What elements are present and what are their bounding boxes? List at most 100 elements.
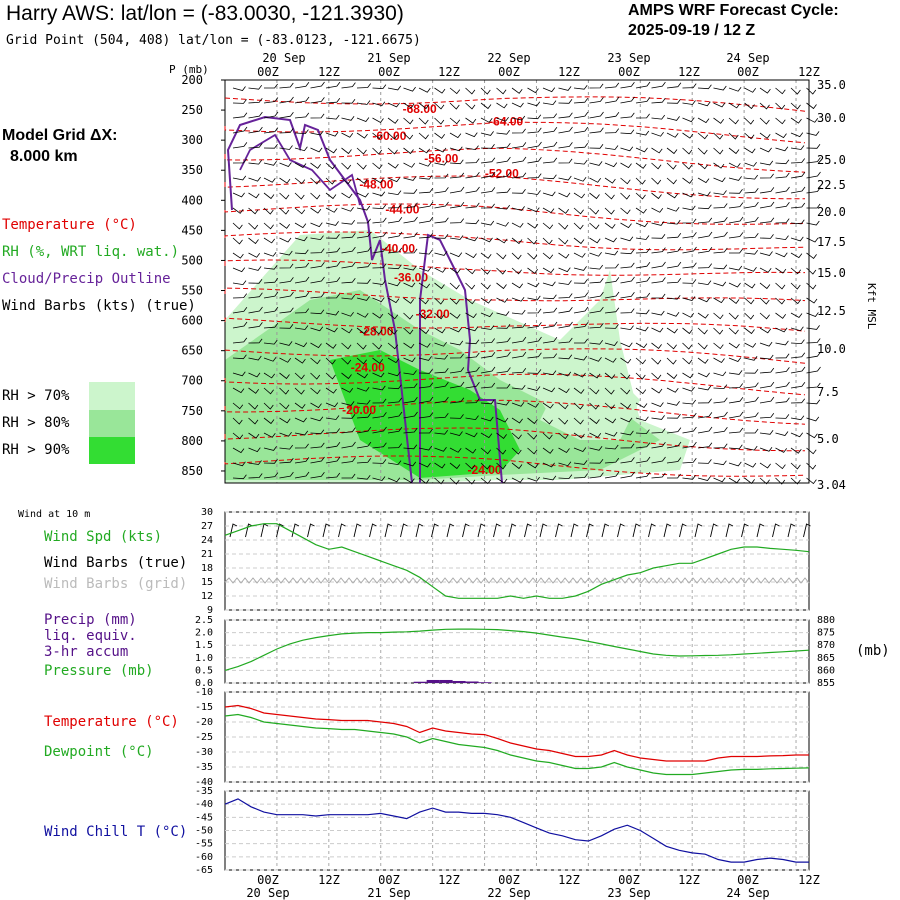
wind-barb <box>604 82 620 89</box>
wind-barb <box>682 399 697 405</box>
legend-precip: Precip (mm) <box>44 612 137 628</box>
wind-barb <box>604 96 620 104</box>
wind-barb <box>666 192 679 199</box>
wind-barb <box>635 261 651 269</box>
legend-rh90-label: RH > 90% <box>2 442 70 458</box>
wind-barb-10m <box>400 523 408 538</box>
wind-barb <box>666 116 680 121</box>
wind-barb <box>542 191 556 197</box>
wind-barb <box>542 87 556 93</box>
wind-barb <box>480 382 496 389</box>
wind-barb <box>573 387 585 394</box>
wind-barb <box>248 417 259 425</box>
wind-barb-10m <box>369 523 377 538</box>
wind-barb <box>263 192 275 200</box>
wind-barb <box>387 85 402 91</box>
wind-barb <box>310 342 322 349</box>
wind-barb <box>465 186 480 194</box>
wind-barb <box>511 447 522 455</box>
wind-barb <box>682 458 697 464</box>
wind-barb <box>418 216 434 224</box>
wind-barb-10m <box>415 523 424 538</box>
wind-barb <box>294 222 307 229</box>
wind-barb <box>387 312 399 320</box>
wind-barb <box>232 175 247 181</box>
wind-barb-10m <box>276 523 284 538</box>
wind-barb <box>387 231 403 239</box>
wind-barb <box>682 205 696 211</box>
wind-barb <box>697 412 713 419</box>
precip-bar <box>426 679 440 683</box>
wind-barb <box>558 222 569 230</box>
wind-barb <box>232 387 245 394</box>
wind-barb <box>372 263 387 269</box>
wind-barb <box>465 202 480 209</box>
wind-barb <box>341 82 356 89</box>
wind-barb <box>341 206 354 212</box>
wind-barb <box>682 475 696 480</box>
wind-barb <box>573 306 589 314</box>
wind-panel-ytick: 30 <box>201 507 213 518</box>
wind-barb <box>403 265 417 271</box>
wind-barb <box>403 86 416 92</box>
wind-barb-10m <box>648 523 656 538</box>
wind-barb <box>279 357 292 363</box>
wind-barb <box>372 246 387 254</box>
wind-barb <box>620 236 634 242</box>
wind-barb <box>465 352 480 359</box>
wind-barb <box>372 385 386 391</box>
wind-barb <box>589 458 604 464</box>
wind-barb <box>542 462 555 468</box>
wind-barb <box>604 128 620 134</box>
wind-barb <box>728 232 744 239</box>
wind-barb <box>418 412 434 419</box>
temp-panel-ytick: -25 <box>195 732 213 743</box>
temperature-contour <box>224 373 806 396</box>
wind-barbs-upper <box>232 81 821 485</box>
wind-barb <box>480 220 495 226</box>
wind-barb <box>372 231 387 239</box>
wind-barb <box>790 297 802 305</box>
chart-title: Harry AWS: lat/lon = (-83.0030, -121.393… <box>6 2 404 25</box>
wind-barb <box>325 327 338 333</box>
precip-panel-ytick: 2.5 <box>195 615 213 626</box>
wind-barb <box>604 341 618 346</box>
pressure-tick-label: 200 <box>181 73 203 87</box>
bottom-time-tick: 12Z <box>318 873 340 887</box>
bottom-date-label: 23 Sep <box>607 886 650 900</box>
wind-barb <box>480 117 493 123</box>
wind-barb <box>635 387 647 395</box>
wind-barb <box>387 342 399 350</box>
wind-barb <box>465 382 480 389</box>
wind-barb <box>387 477 401 483</box>
wind-barb <box>310 472 325 479</box>
wind-barb <box>263 264 278 270</box>
height-tick-label: 10.0 <box>817 342 846 356</box>
wind-barb <box>775 312 787 319</box>
wind-barb <box>728 86 742 92</box>
wind-barb <box>806 338 821 344</box>
wind-barb <box>744 462 757 468</box>
wind-barb <box>728 162 741 168</box>
wind-barb <box>604 177 616 184</box>
wind-barb <box>806 366 821 374</box>
wind-barb <box>434 187 449 194</box>
wind-barb <box>713 203 728 209</box>
wind-barb <box>651 114 666 120</box>
temperature-contour <box>224 96 806 112</box>
wind-barb <box>651 415 665 420</box>
wind-barb <box>496 129 511 135</box>
wind-barb <box>527 173 542 179</box>
top-date-label: 24 Sep <box>726 51 769 65</box>
wind-barb <box>806 382 821 389</box>
wind-barb <box>682 147 693 155</box>
top-time-tick: 00Z <box>618 65 640 79</box>
wind-barb <box>573 142 589 149</box>
wind-barb-10m <box>694 523 703 538</box>
pressure-tick-label: 800 <box>181 434 203 448</box>
wind-barb <box>604 324 619 329</box>
wind-barb <box>496 477 508 484</box>
wind-panel-ytick: 18 <box>201 563 213 574</box>
wind-barb <box>310 326 324 332</box>
wind-barb <box>759 462 771 469</box>
